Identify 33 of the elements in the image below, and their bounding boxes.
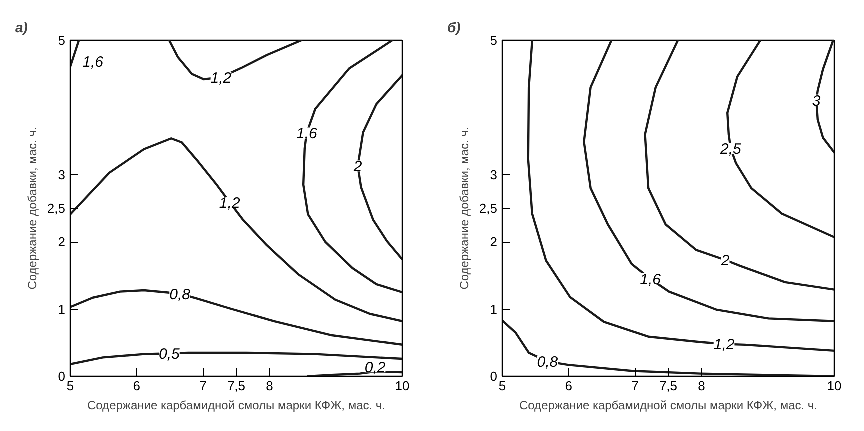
y-tick-label: 2,5 xyxy=(479,201,498,216)
y-tick-label: 1 xyxy=(58,302,66,317)
x-tick-label: 7 xyxy=(200,378,207,394)
x-tick-label: 7 xyxy=(632,378,639,394)
chart-title: а) xyxy=(16,20,28,36)
x-axis-title: Содержание карбамидной смолы марки КФЖ, мас. ч. xyxy=(519,398,818,412)
y-tick-label: 5 xyxy=(58,33,66,48)
chart-title: б) xyxy=(448,20,462,36)
x-tick-label: 8 xyxy=(698,378,706,394)
y-axis-title: Содержание добавки, мас. ч. xyxy=(25,127,40,290)
x-tick-label: 7,5 xyxy=(227,378,246,394)
annotation: 3 xyxy=(812,92,822,110)
x-tick-label: 10 xyxy=(395,378,410,394)
y-tick-label: 0 xyxy=(58,369,66,384)
x-tick-label: 8 xyxy=(266,378,274,394)
y-axis-title: Содержание добавки, мас. ч. xyxy=(457,127,472,290)
y-tick-label: 2 xyxy=(490,234,498,250)
annotation: 2 xyxy=(720,252,730,270)
x-axis-title: Содержание карбамидной смолы марки КФЖ, мас. ч. xyxy=(87,398,386,412)
annotation: 0,2 xyxy=(364,360,386,377)
y-tick-label: 1 xyxy=(490,302,498,317)
y-tick-label: 3 xyxy=(58,167,66,182)
y-tick-label: 0 xyxy=(490,369,498,384)
x-tick-label: 10 xyxy=(827,378,842,394)
x-tick-label: 6 xyxy=(133,378,141,394)
y-tick-label: 5 xyxy=(490,33,498,48)
y-tick-label: 3 xyxy=(490,167,498,182)
y-tick-label: 2 xyxy=(58,234,66,250)
x-tick-label: 6 xyxy=(565,378,573,394)
annotation: 2 xyxy=(352,158,363,176)
y-tick-label: 2,5 xyxy=(47,201,66,216)
x-tick-label: 7,5 xyxy=(659,378,678,394)
annotation: 1,6 xyxy=(82,54,104,71)
